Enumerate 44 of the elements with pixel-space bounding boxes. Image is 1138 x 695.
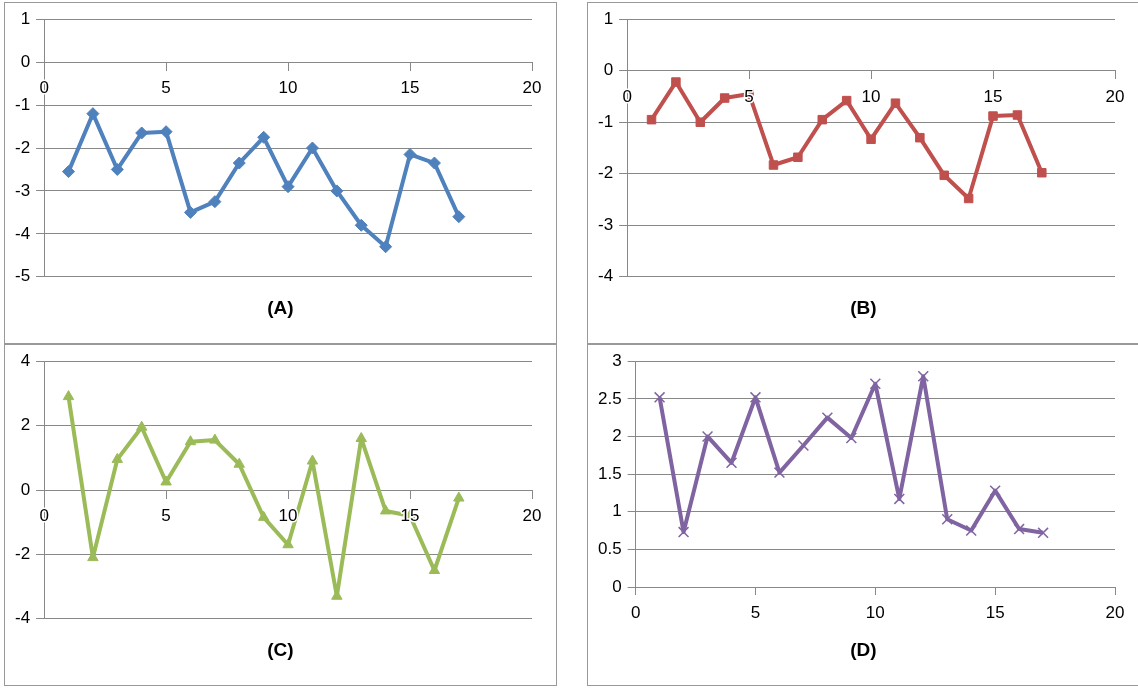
x-tick-label: 0: [630, 603, 641, 623]
y-tick-label: -2: [14, 137, 31, 157]
y-tick-label: -3: [597, 214, 614, 234]
y-tick-label: -1: [14, 94, 31, 114]
y-tick-label: -2: [14, 544, 31, 564]
y-tick-label: 0.5: [597, 539, 622, 559]
y-tick-label: -2: [597, 163, 614, 183]
x-axis-title: (C): [266, 639, 295, 661]
x-axis-title: (A): [266, 297, 295, 319]
x-tick-label: 10: [861, 86, 881, 106]
y-tick-label: -5: [14, 266, 31, 286]
y-tick-label: -4: [14, 608, 31, 628]
y-tick-label: 1.5: [597, 463, 622, 483]
x-tick-label: 20: [522, 78, 542, 98]
y-tick-label: 2: [612, 426, 622, 446]
y-tick-label: 1: [603, 8, 614, 28]
x-axis-title: (B): [849, 297, 878, 319]
x-tick-label: 10: [278, 78, 298, 98]
y-tick-label: -1: [597, 111, 614, 131]
x-tick-label: 15: [400, 78, 420, 98]
y-tick-label: 0: [612, 576, 622, 596]
y-tick-label: 2.5: [597, 388, 622, 408]
x-tick-label: 15: [983, 86, 1003, 106]
y-tick-label: 4: [20, 350, 31, 370]
y-tick-label: 0: [20, 51, 31, 71]
y-tick-label: 1: [20, 8, 31, 28]
y-tick-label: 1: [612, 501, 622, 521]
x-tick-label: 20: [1105, 603, 1125, 623]
y-tick-label: 3: [612, 350, 622, 370]
y-tick-label: 2: [20, 415, 31, 435]
x-tick-label: 20: [522, 506, 542, 526]
x-tick-label: 15: [985, 603, 1005, 623]
y-tick-label: 0: [603, 60, 614, 80]
x-tick-label: 5: [744, 86, 754, 106]
y-tick-label: 0: [20, 479, 31, 499]
x-tick-label: 10: [865, 603, 885, 623]
y-tick-label: -3: [14, 180, 31, 200]
x-tick-label: 5: [161, 78, 171, 98]
y-tick-label: -4: [14, 223, 31, 243]
x-axis-title: (D): [849, 639, 878, 661]
x-tick-label: 5: [161, 506, 171, 526]
x-tick-label: 5: [750, 603, 761, 623]
x-tick-label: 20: [1105, 86, 1125, 106]
y-tick-label: -4: [597, 266, 614, 286]
